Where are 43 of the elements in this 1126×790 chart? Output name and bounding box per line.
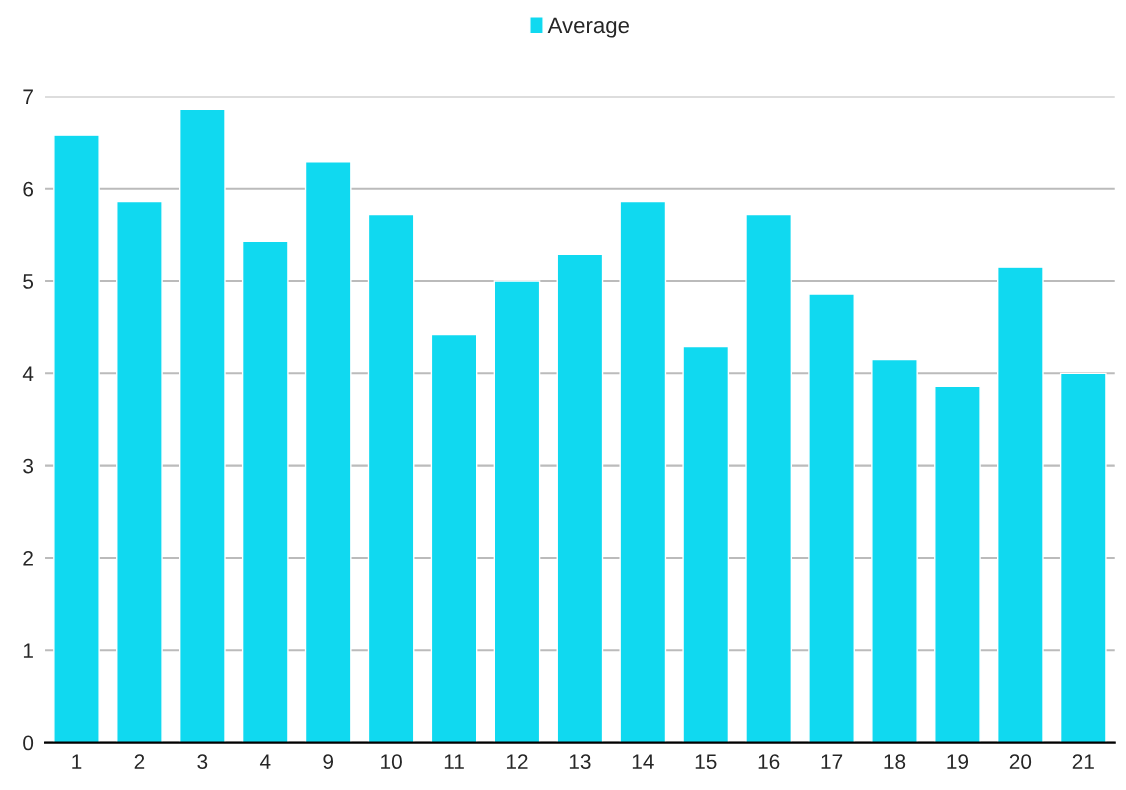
y-tick-label: 5	[23, 274, 34, 289]
x-tick-label: 3	[197, 754, 208, 770]
bar	[430, 333, 478, 743]
x-tick-label: 2	[134, 754, 145, 769]
x-tick-label: 18	[884, 754, 906, 770]
x-tick-label: 17	[821, 754, 843, 769]
bar	[682, 345, 730, 743]
y-tick-label: 1	[23, 643, 33, 658]
y-tick-label: 4	[22, 366, 34, 381]
x-tick-label: 20	[1009, 754, 1032, 770]
x-tick-label: 9	[323, 754, 333, 770]
x-tick-label: 15	[695, 754, 717, 770]
bar	[808, 293, 855, 743]
y-tick-label: 7	[23, 89, 33, 104]
bar	[367, 213, 415, 743]
bar	[871, 358, 918, 743]
bar	[619, 200, 667, 743]
x-tick-label: 1	[72, 754, 82, 769]
x-tick-label: 14	[632, 754, 654, 769]
bar	[179, 108, 226, 743]
x-tick-label: 10	[381, 754, 402, 770]
x-tick-label: 19	[947, 754, 969, 770]
bar	[934, 385, 981, 743]
bar	[1059, 372, 1107, 743]
bar	[116, 200, 163, 743]
bar	[241, 240, 289, 743]
bar	[997, 266, 1044, 743]
bar	[493, 280, 541, 743]
y-tick-label: 6	[23, 181, 34, 197]
legend-label: Average	[547, 17, 629, 38]
bar	[53, 134, 100, 743]
x-tick-label: 4	[259, 754, 271, 769]
x-tick-label: 13	[569, 754, 591, 770]
x-tick-label: 16	[758, 754, 780, 770]
y-tick-label: 3	[23, 458, 34, 474]
x-tick-label: 11	[444, 754, 464, 769]
y-tick-label: 2	[23, 550, 33, 566]
y-tick-label: 0	[23, 735, 34, 751]
bar	[304, 161, 352, 743]
bar	[745, 213, 793, 743]
x-tick-label: 21	[1072, 754, 1094, 769]
x-tick-label: 12	[506, 754, 528, 769]
bar	[556, 253, 604, 743]
